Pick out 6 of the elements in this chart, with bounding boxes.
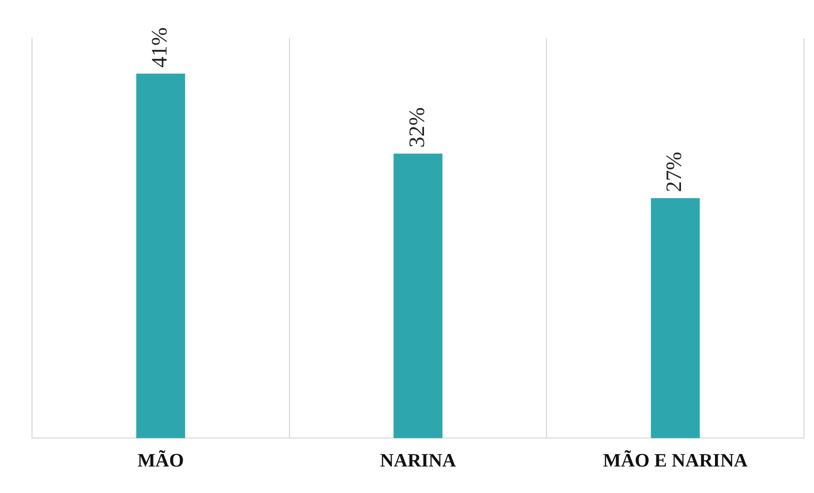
x-tick-label: MÃO bbox=[137, 450, 184, 472]
data-label: 27% bbox=[661, 152, 686, 192]
data-label: 32% bbox=[404, 107, 429, 148]
data-label: 41% bbox=[146, 27, 172, 68]
x-tick-label: MÃO E NARINA bbox=[603, 450, 748, 472]
x-tick-label: NARINA bbox=[380, 450, 456, 472]
